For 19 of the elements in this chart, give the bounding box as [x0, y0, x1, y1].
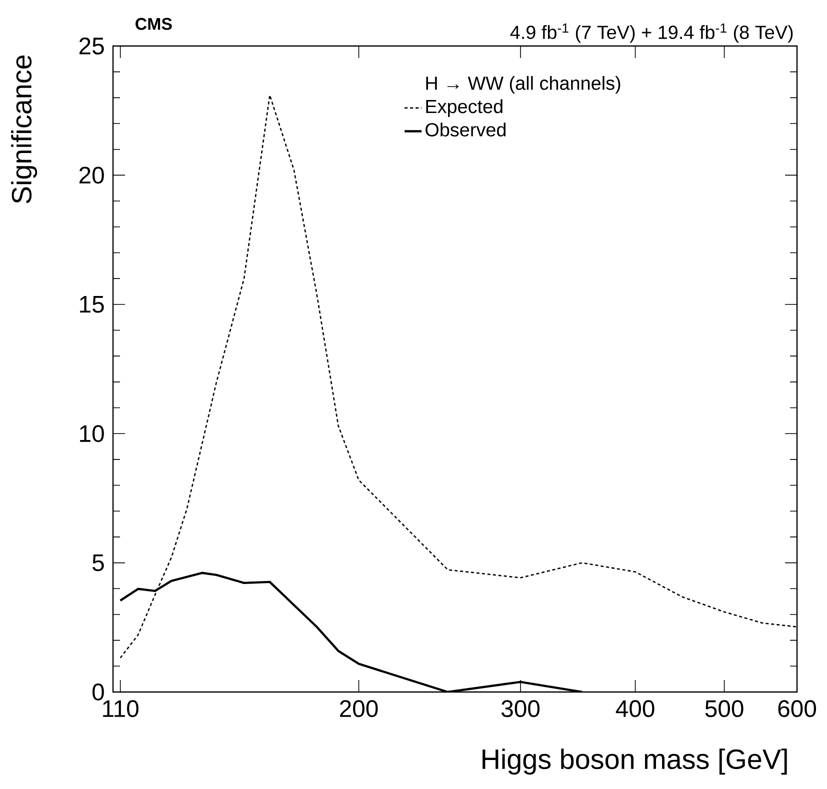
y-tick-label: 5	[92, 554, 104, 572]
y-tick-label: 10	[80, 425, 104, 442]
y-tick-label: 0	[92, 684, 104, 700]
x-tick-label: 600	[778, 700, 816, 718]
x-tick-label: 110	[103, 700, 138, 718]
legend-label: Expected	[426, 99, 502, 117]
x-tick-label: 500	[705, 700, 744, 718]
y-tick-label: 15	[80, 296, 104, 313]
x-tick-label: 200	[340, 700, 378, 718]
x-axis-title: Higgs boson mass [GeV]	[482, 748, 787, 775]
chart-subtitle: 4.9 fb$^{-1}$ (7 TeV) + 19.4 fb$^{-1}$ (8 TeV)	[510, 24, 793, 43]
legend-label: Observed	[426, 122, 506, 136]
x-tick-label: 300	[502, 700, 540, 718]
chart-title: CMS	[136, 18, 172, 30]
x-tick-label: 400	[616, 700, 654, 718]
legend-title: H → WW (all channels)	[426, 76, 620, 94]
y-axis-title: Significance	[11, 55, 38, 204]
y-tick-label: 25	[79, 38, 104, 54]
y-tick-label: 20	[79, 166, 104, 184]
